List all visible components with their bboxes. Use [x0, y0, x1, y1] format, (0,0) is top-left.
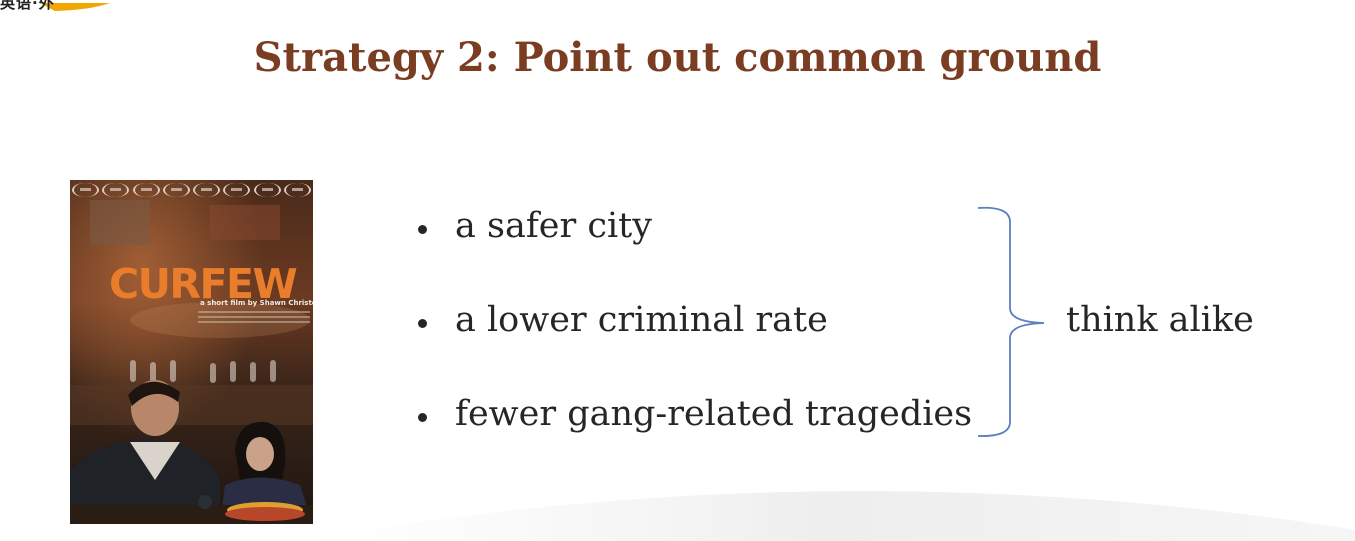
bullet-text: a lower criminal rate	[455, 300, 828, 340]
poster-laurels	[72, 183, 311, 199]
laurel-icon	[132, 183, 160, 197]
poster-credits	[198, 311, 310, 326]
poster-artwork	[70, 180, 313, 524]
laurel-icon	[162, 183, 190, 197]
laurel-icon	[253, 183, 281, 197]
poster-title: CURFEW	[109, 260, 298, 308]
bullet-text: a safer city	[455, 206, 652, 246]
slide-title: Strategy 2: Point out common ground	[253, 34, 1102, 81]
laurel-icon	[223, 183, 251, 197]
credit-line	[198, 321, 310, 323]
credit-line	[198, 316, 310, 318]
movie-poster: CURFEW a short film by Shawn Christensen	[70, 180, 313, 524]
brace-label: think alike	[1066, 300, 1254, 340]
bullet-dot-icon	[418, 413, 427, 422]
corner-logo-text: 英语·外	[0, 0, 55, 12]
laurel-icon	[193, 183, 221, 197]
credit-line	[198, 311, 310, 313]
right-brace-icon	[977, 206, 1045, 437]
poster-subtitle: a short film by Shawn Christensen	[200, 299, 313, 307]
bullet-dot-icon	[418, 225, 427, 234]
corner-logo-icon	[40, 3, 110, 11]
laurel-icon	[283, 183, 311, 197]
laurel-icon	[72, 183, 99, 197]
corner-logo: 英语·外	[0, 0, 130, 12]
bullet-text: fewer gang-related tragedies	[455, 394, 973, 434]
laurel-icon	[102, 183, 130, 197]
bullet-dot-icon	[418, 319, 427, 328]
